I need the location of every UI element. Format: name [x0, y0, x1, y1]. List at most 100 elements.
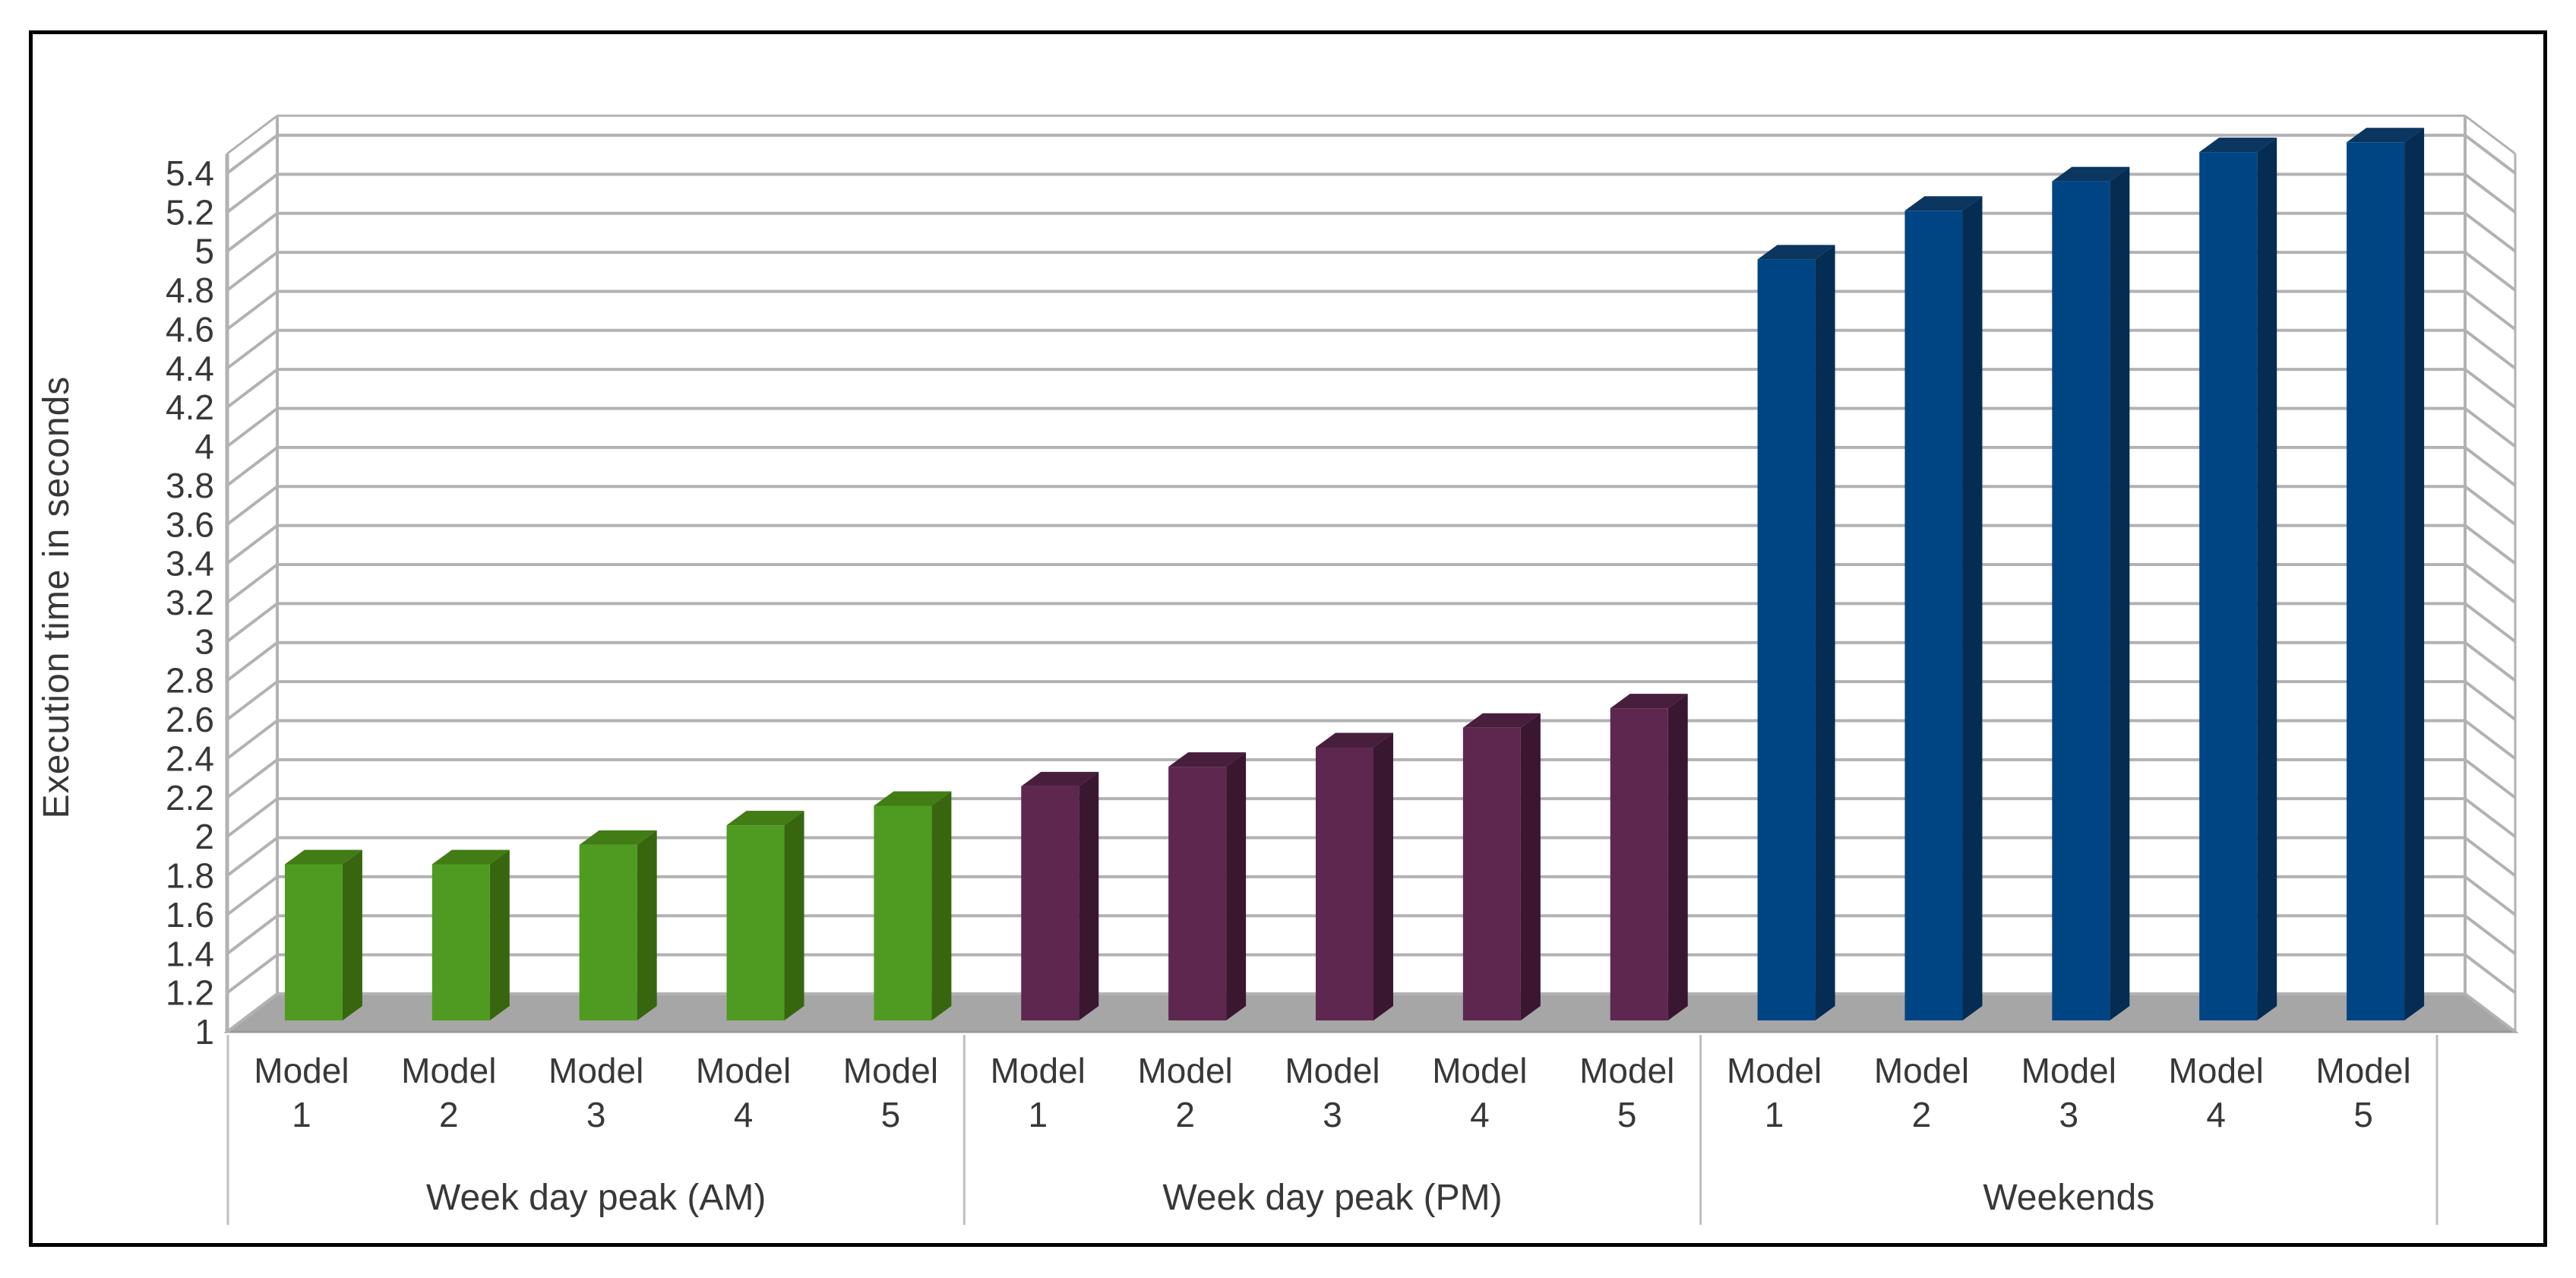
bar — [637, 830, 657, 1020]
y-tick-label: 1.2 — [166, 973, 214, 1013]
category-label: 1 — [1765, 1095, 1784, 1134]
category-label: Model — [843, 1051, 938, 1090]
y-tick-label: 2.8 — [166, 661, 214, 701]
category-label: 5 — [1617, 1095, 1637, 1134]
y-tick-label: 4.2 — [166, 388, 214, 427]
category-label: Model — [696, 1051, 791, 1090]
bar — [1610, 708, 1668, 1020]
y-tick-label: 2.6 — [166, 700, 214, 739]
bar — [874, 791, 952, 806]
category-label: Model — [254, 1051, 349, 1090]
category-label: Model — [2021, 1051, 2116, 1090]
bar — [726, 811, 804, 826]
y-tick-label: 3.2 — [166, 583, 214, 622]
bar — [2052, 166, 2130, 182]
bar — [284, 864, 343, 1020]
category-label: 1 — [1028, 1095, 1048, 1134]
bar — [1462, 713, 1541, 728]
y-tick-label: 4.4 — [166, 349, 214, 388]
bar — [2110, 166, 2130, 1021]
y-tick-label: 5.4 — [166, 153, 214, 193]
category-label: Model — [1137, 1051, 1232, 1090]
category-label: 3 — [2059, 1095, 2079, 1134]
category-label: Model — [2315, 1051, 2410, 1090]
y-tick-label: 5.2 — [166, 192, 214, 232]
category-label: 3 — [1323, 1095, 1342, 1134]
y-tick-label: 1 — [194, 1012, 214, 1052]
y-tick-label: 2.4 — [166, 739, 214, 778]
category-label: Model — [1432, 1051, 1527, 1090]
category-label: Model — [401, 1051, 496, 1090]
bar — [1316, 747, 1373, 1020]
category-label: Model — [1285, 1051, 1380, 1090]
bar — [1757, 245, 1835, 260]
group-label: Week day peak (AM) — [426, 1178, 766, 1218]
y-tick-label: 3 — [194, 622, 214, 661]
bar — [2199, 138, 2277, 153]
bar — [431, 849, 510, 865]
bar — [1316, 732, 1393, 748]
category-label: Model — [1874, 1051, 1969, 1090]
category-label: 4 — [1470, 1095, 1490, 1134]
category-label: 4 — [2206, 1095, 2226, 1134]
group-label: Week day peak (PM) — [1162, 1178, 1502, 1218]
bar — [2199, 152, 2258, 1020]
bar — [579, 844, 637, 1020]
y-tick-label: 4.6 — [166, 309, 214, 349]
category-label: Model — [2169, 1051, 2264, 1090]
bar — [1815, 245, 1835, 1021]
bar — [784, 811, 804, 1020]
bar — [489, 849, 510, 1020]
bar — [1610, 694, 1688, 709]
bar — [1226, 752, 1247, 1020]
bar — [2404, 128, 2425, 1020]
category-label: Model — [991, 1051, 1086, 1090]
y-tick-label: 4 — [194, 427, 214, 467]
y-tick-label: 2.2 — [166, 778, 214, 818]
bar — [2257, 138, 2277, 1020]
bar — [1667, 694, 1688, 1020]
y-tick-label: 4.8 — [166, 270, 214, 310]
bar — [2052, 181, 2110, 1021]
bar — [431, 864, 490, 1020]
bar — [2347, 128, 2425, 143]
group-label: Weekends — [1983, 1178, 2154, 1218]
bar — [579, 830, 657, 845]
bar — [726, 825, 785, 1020]
y-tick-label: 1.4 — [166, 934, 214, 973]
category-label: Model — [1727, 1051, 1822, 1090]
category-label: Model — [548, 1051, 643, 1090]
y-tick-label: 3.6 — [166, 505, 214, 544]
y-tick-label: 3.4 — [166, 544, 214, 584]
bar — [1462, 727, 1521, 1020]
y-tick-label: 3.8 — [166, 466, 214, 505]
bar — [1021, 786, 1079, 1020]
bar — [931, 791, 952, 1020]
bar — [1168, 767, 1227, 1020]
bar — [1962, 196, 1983, 1020]
y-tick-label: 2 — [194, 817, 214, 856]
bar — [1373, 732, 1393, 1020]
category-label: 2 — [1912, 1095, 1932, 1134]
bar — [1520, 713, 1541, 1020]
y-tick-label: 1.6 — [166, 895, 214, 935]
bar — [1904, 210, 1963, 1020]
category-label: 2 — [1175, 1095, 1195, 1134]
bar — [1757, 259, 1816, 1021]
bar — [2347, 142, 2405, 1020]
category-label: Model — [1579, 1051, 1674, 1090]
category-label: 1 — [292, 1095, 311, 1134]
y-tick-label: 5 — [194, 232, 214, 271]
bar — [1168, 752, 1247, 767]
bar — [874, 805, 932, 1020]
bar — [1904, 196, 1983, 211]
bar — [1079, 771, 1099, 1020]
y-tick-label: 1.8 — [166, 856, 214, 896]
bar — [284, 849, 362, 865]
bar — [1021, 771, 1099, 786]
bar — [342, 849, 362, 1020]
category-label: 2 — [439, 1095, 459, 1134]
category-label: 5 — [2353, 1095, 2373, 1134]
